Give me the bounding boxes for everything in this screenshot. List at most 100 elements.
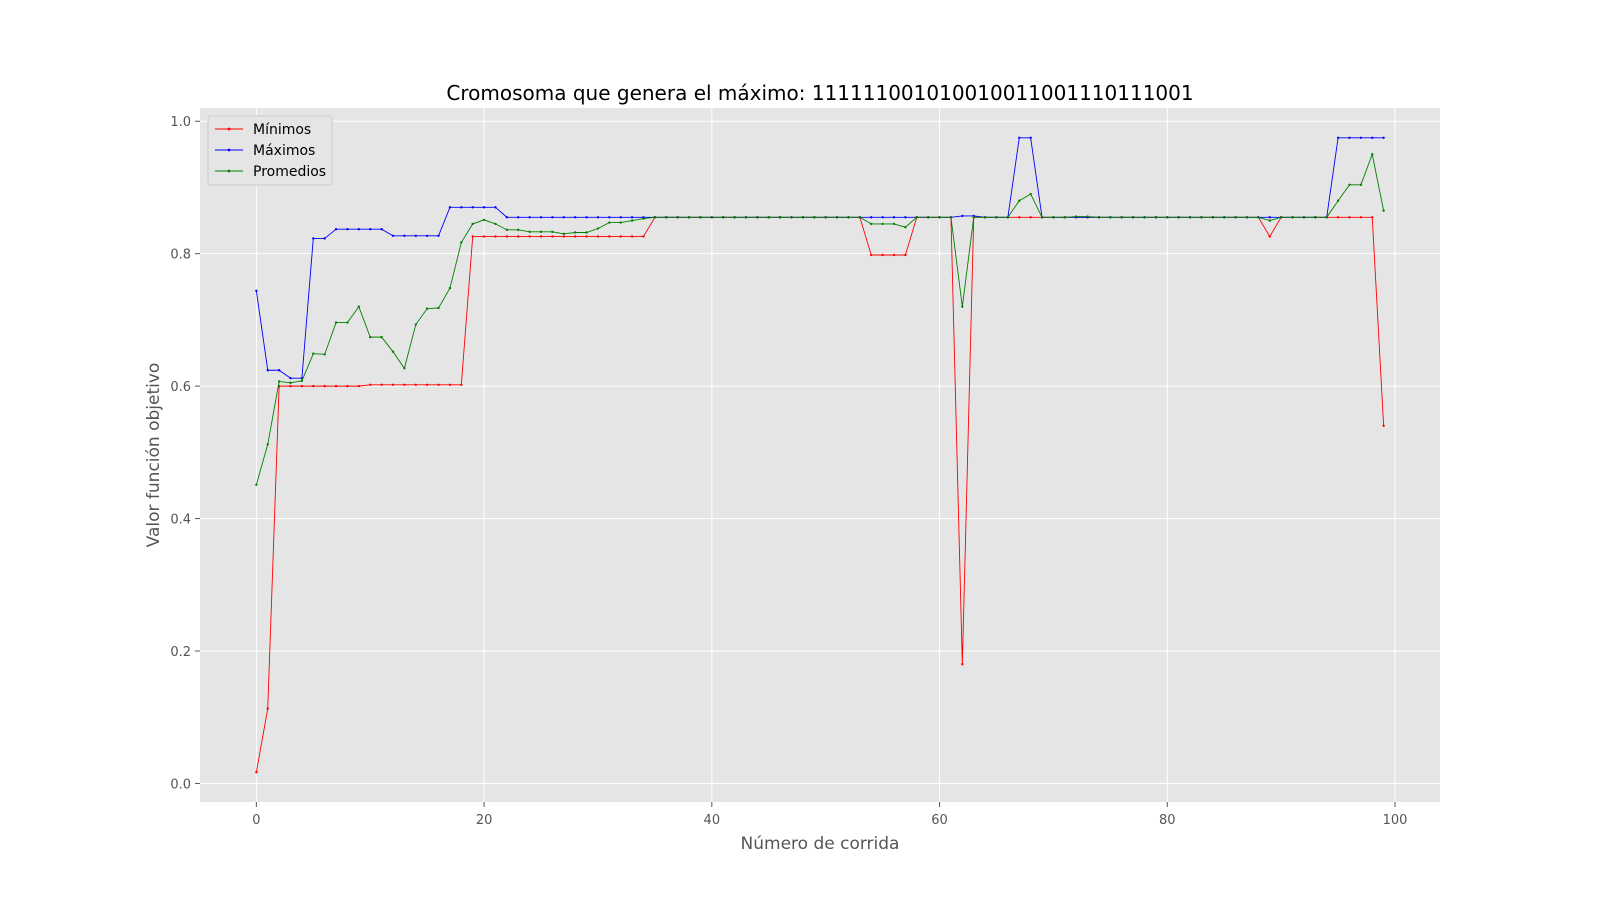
data-point: [380, 335, 383, 339]
data-point: [1371, 136, 1374, 139]
data-point: [1029, 216, 1032, 219]
data-point: [608, 216, 611, 219]
data-point: [562, 235, 565, 238]
series-Promedios: [255, 152, 1385, 486]
data-point: [870, 216, 873, 219]
data-point: [562, 232, 565, 236]
data-point: [1382, 136, 1385, 139]
data-point: [346, 227, 349, 231]
data-point: [881, 253, 884, 257]
data-point: [1040, 216, 1044, 219]
data-point: [585, 231, 588, 234]
data-point: [539, 230, 543, 234]
data-point: [255, 289, 258, 292]
data-point: [448, 383, 452, 387]
data-point: [551, 235, 554, 238]
legend-label: Mínimos: [253, 122, 311, 138]
data-point: [391, 234, 395, 238]
y-axis-ticks: 0.0 0.2 0.4 0.6 0.8 1.0: [170, 115, 200, 792]
data-point: [482, 218, 486, 222]
data-point: [323, 384, 326, 388]
data-point: [1018, 136, 1021, 139]
data-point: [346, 384, 349, 388]
data-point: [1052, 216, 1055, 219]
data-point: [437, 306, 440, 310]
data-point: [517, 235, 520, 238]
data-point: [1279, 216, 1283, 219]
plot-area: [200, 108, 1440, 802]
data-point: [642, 235, 645, 238]
data-point: [596, 216, 600, 219]
data-point: [289, 384, 292, 388]
data-point: [539, 235, 543, 238]
data-point: [1359, 216, 1363, 219]
data-point: [1131, 216, 1135, 219]
data-point: [425, 234, 429, 238]
data-point: [1018, 216, 1021, 219]
data-point: [403, 234, 406, 238]
data-point: [551, 216, 554, 219]
data-point: [573, 235, 577, 238]
grid-lines: [200, 108, 1440, 802]
data-point: [756, 216, 759, 219]
data-point: [266, 369, 269, 372]
data-point: [744, 216, 748, 219]
data-point: [323, 353, 326, 356]
data-point: [801, 216, 805, 219]
x-tick-label: 80: [1159, 813, 1176, 828]
data-point: [277, 369, 281, 372]
data-point: [1086, 215, 1089, 218]
data-point: [1302, 216, 1306, 219]
data-point: [505, 235, 509, 238]
data-point: [1177, 216, 1180, 219]
x-tick-label: 100: [1383, 813, 1408, 828]
y-tick-label: 0.6: [170, 380, 191, 395]
data-point: [1336, 199, 1340, 202]
data-point: [289, 376, 292, 380]
data-point: [1211, 216, 1215, 219]
legend-label: Promedios: [253, 164, 326, 180]
legend: Mínimos Máximos Promedios: [207, 115, 333, 186]
data-point: [790, 216, 793, 219]
data-point: [653, 216, 657, 219]
x-axis-label: Número de corrida: [741, 834, 900, 854]
data-point: [255, 483, 258, 486]
data-point: [1291, 216, 1294, 219]
data-point: [505, 228, 509, 232]
data-point: [357, 227, 361, 231]
data-point: [482, 206, 486, 209]
data-point: [1268, 219, 1271, 222]
data-point: [881, 222, 884, 226]
data-point: [380, 383, 383, 387]
data-point: [619, 221, 622, 224]
data-point: [300, 384, 304, 388]
data-point: [1223, 216, 1226, 219]
data-point: [357, 384, 361, 388]
data-point: [1371, 153, 1374, 156]
data-point: [1325, 216, 1328, 219]
data-point: [323, 237, 326, 240]
data-point: [1018, 199, 1021, 202]
data-point: [357, 305, 361, 308]
x-tick-label: 40: [704, 813, 721, 828]
data-point: [1348, 183, 1351, 187]
data-point: [778, 216, 782, 219]
data-point: [596, 235, 600, 238]
y-tick-label: 0.8: [170, 248, 191, 263]
data-point: [1006, 216, 1010, 219]
series-line: [255, 152, 1385, 485]
data-point: [1314, 216, 1317, 219]
data-point: [949, 216, 953, 219]
data-point: [346, 321, 349, 324]
data-point: [892, 222, 896, 226]
data-point: [334, 384, 338, 388]
y-tick-label: 0.4: [170, 513, 191, 528]
data-point: [961, 305, 964, 308]
data-point: [1120, 216, 1123, 219]
data-point: [391, 350, 395, 353]
data-point: [870, 253, 873, 257]
data-point: [1359, 136, 1363, 139]
data-point: [699, 216, 702, 219]
data-point: [460, 241, 463, 244]
data-point: [482, 235, 486, 238]
